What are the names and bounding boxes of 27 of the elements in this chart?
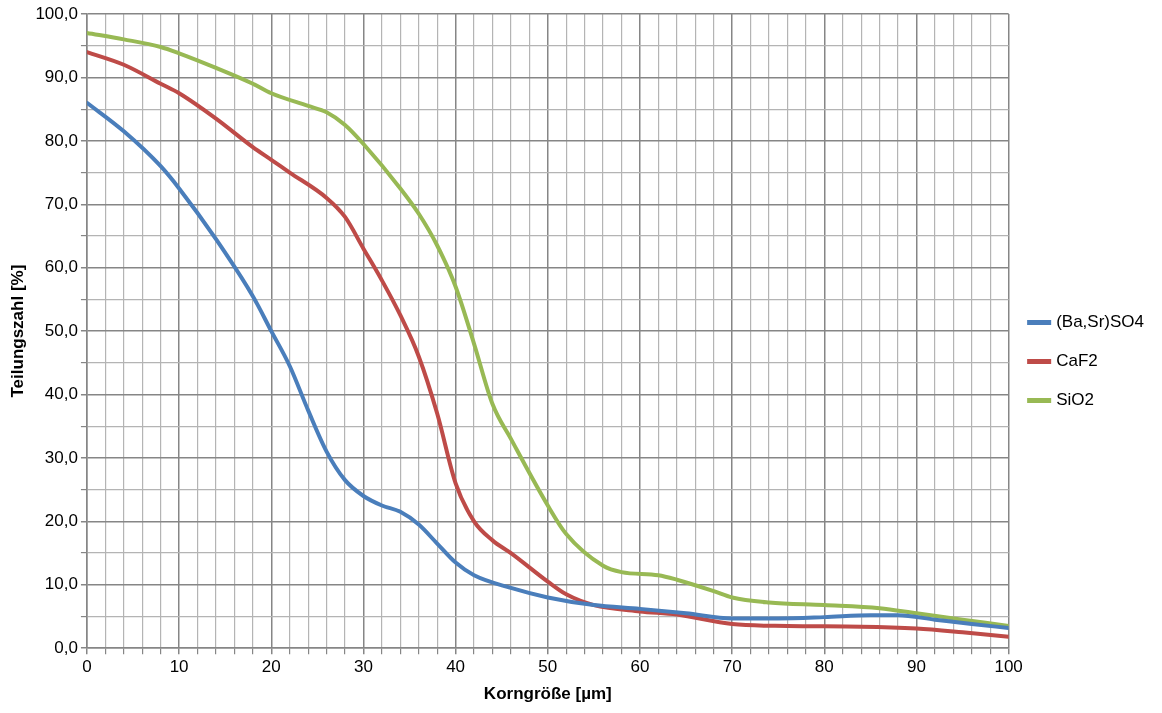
y-tick-label: 0,0 [54, 637, 78, 657]
x-tick-label: 40 [446, 657, 466, 677]
x-tick-label: 0 [82, 657, 92, 677]
y-axis-title: Teilungszahl [%] [7, 264, 27, 398]
legend-label: (Ba,Sr)SO4 [1056, 312, 1144, 332]
x-tick-label: 80 [814, 657, 834, 677]
x-tick-label: 90 [907, 657, 926, 677]
y-tick-label: 100,0 [35, 3, 78, 23]
y-tick-label: 40,0 [44, 384, 78, 404]
y-tick-label: 50,0 [44, 320, 78, 340]
y-tick-label: 10,0 [44, 574, 78, 594]
legend-label: SiO2 [1056, 390, 1094, 410]
y-tick-label: 80,0 [44, 130, 78, 150]
y-tick-label: 30,0 [44, 447, 78, 467]
x-tick-label: 70 [722, 657, 742, 677]
y-tick-label: 70,0 [44, 193, 78, 213]
x-tick-label: 60 [630, 657, 650, 677]
x-tick-label: 50 [538, 657, 558, 677]
x-tick-label: 20 [261, 657, 281, 677]
y-tick-label: 60,0 [44, 257, 78, 277]
x-axis-title: Korngröße [µm] [483, 684, 612, 704]
x-tick-label: 100 [994, 657, 1023, 677]
y-tick-label: 20,0 [44, 511, 78, 531]
x-tick-label: 30 [353, 657, 373, 677]
y-tick-label: 90,0 [44, 67, 78, 87]
legend-label: CaF2 [1056, 351, 1098, 371]
x-tick-label: 10 [169, 657, 189, 677]
